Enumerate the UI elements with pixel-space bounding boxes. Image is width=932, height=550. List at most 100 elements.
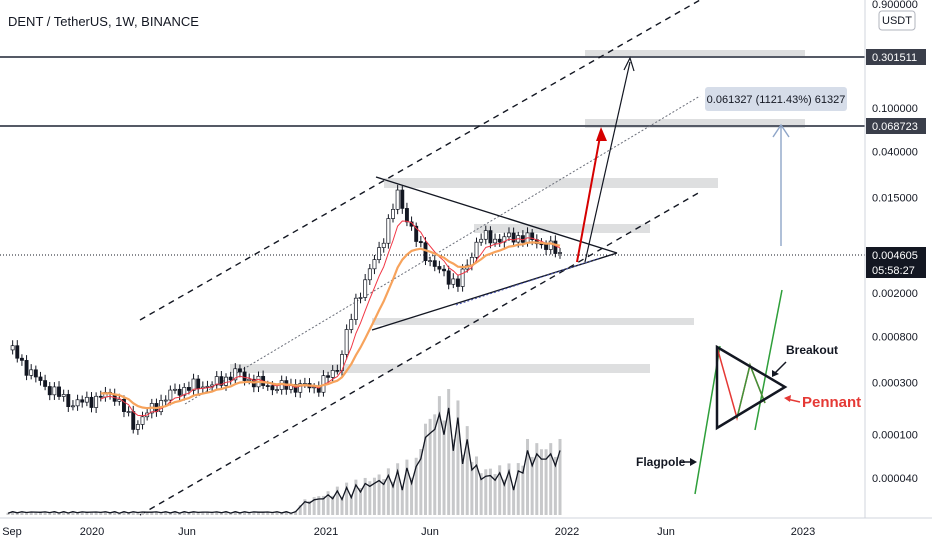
volume-bar — [150, 511, 154, 515]
candle-up — [377, 247, 382, 260]
volume-bar — [52, 511, 56, 515]
candle-down — [455, 278, 460, 287]
volume-bar — [368, 481, 372, 515]
time-tick-label: 2023 — [791, 526, 815, 538]
volume-bar — [442, 420, 446, 515]
volume-bar — [372, 477, 376, 515]
volume-bar — [270, 512, 274, 515]
volume-bar — [38, 511, 42, 515]
candle-down — [497, 238, 502, 243]
target-arrow-red-head — [596, 127, 607, 141]
candle-down — [15, 345, 20, 359]
volume-bar — [229, 512, 233, 515]
volume-bar — [43, 511, 47, 515]
volume-bar — [205, 511, 209, 515]
volume-bar — [219, 512, 223, 515]
volume-bar — [275, 511, 279, 515]
candle-down — [38, 376, 43, 381]
candle-down — [47, 386, 52, 396]
volume-bar — [391, 481, 395, 515]
candle-down — [219, 376, 224, 386]
volume-bar — [405, 459, 409, 515]
volume-bar — [127, 512, 131, 515]
volume-bar — [243, 511, 247, 515]
candle-up — [75, 399, 80, 407]
candle-down — [530, 232, 535, 240]
candle-up — [493, 238, 498, 244]
pennant-upper-line — [375, 176, 618, 254]
zone-top — [585, 50, 805, 58]
price-label-box — [866, 49, 926, 65]
candle-up — [52, 386, 57, 396]
volume-bar — [423, 423, 427, 515]
chart-title: DENT / TetherUS, 1W, BINANCE — [8, 14, 199, 29]
volume-bar — [117, 512, 121, 515]
volume-bar — [201, 511, 205, 515]
candle-up — [358, 297, 363, 299]
volume-bar — [215, 511, 219, 515]
volume-bar — [553, 456, 557, 515]
measure-label[interactable]: 0.061327 (1121.43%) 61327 — [705, 87, 847, 111]
candle-up — [205, 385, 210, 388]
candle-up — [479, 238, 484, 243]
price-tick-label: 0.000300 — [872, 378, 918, 390]
volume-bar — [544, 449, 548, 515]
volume-bar — [359, 487, 363, 515]
candle-up — [483, 230, 488, 240]
volume-bar — [122, 511, 126, 515]
candle-down — [335, 370, 340, 372]
candle-up — [381, 242, 386, 248]
channel[interactable] — [139, 0, 701, 516]
volume-bar — [526, 438, 530, 515]
pennant-triangle[interactable] — [371, 176, 618, 331]
candle-down — [131, 411, 136, 430]
volume-bar — [94, 511, 98, 515]
candle-down — [414, 225, 419, 242]
candle-up — [10, 345, 15, 351]
volume-bar — [89, 511, 93, 515]
volume-bar — [382, 479, 386, 515]
volume-bar — [141, 511, 145, 515]
price-label: 05:58:27 — [872, 265, 915, 277]
candle-down — [66, 394, 71, 407]
volume-bar — [386, 468, 390, 515]
volume-bar — [410, 477, 414, 515]
price-tick-label: 0.000800 — [872, 331, 918, 343]
zone-target — [585, 119, 805, 128]
volume-bar — [535, 443, 539, 515]
candle-down — [432, 260, 437, 267]
usdt-badge[interactable]: USDT — [878, 10, 916, 31]
flagpole-label: Flagpole — [636, 455, 686, 469]
candle-down — [19, 357, 24, 361]
measure-arrow-head — [772, 123, 790, 138]
volume-bar — [187, 512, 191, 515]
volume-average-line — [7, 407, 561, 514]
candle-up — [168, 389, 173, 401]
candle-down — [488, 230, 493, 244]
volume-bar — [29, 511, 33, 515]
flagpole-pointer-head — [690, 458, 697, 466]
zone-base — [230, 364, 650, 373]
volume-bar — [108, 512, 112, 515]
volume-bar — [145, 511, 149, 515]
volume-bar — [284, 511, 288, 515]
zone-resistance-high — [384, 178, 718, 188]
volume-bar — [521, 465, 525, 515]
volume-bar — [11, 511, 15, 515]
volume-bar — [549, 443, 553, 515]
candle-down — [43, 380, 48, 387]
price-tick-label: 0.100000 — [872, 103, 918, 115]
volume-bar — [354, 479, 358, 515]
volume-bar — [233, 511, 237, 515]
volume-bar — [168, 512, 172, 515]
price-label: 0.068723 — [872, 121, 918, 133]
volume-bar — [154, 511, 158, 515]
volume-bar — [456, 400, 460, 515]
time-tick-label: Sep — [2, 526, 22, 538]
target-arrows[interactable] — [576, 56, 790, 263]
target-arrow-black-head — [623, 56, 635, 72]
volume-bar — [461, 454, 465, 515]
volume-bar — [99, 511, 103, 515]
volume-bar — [539, 449, 543, 515]
